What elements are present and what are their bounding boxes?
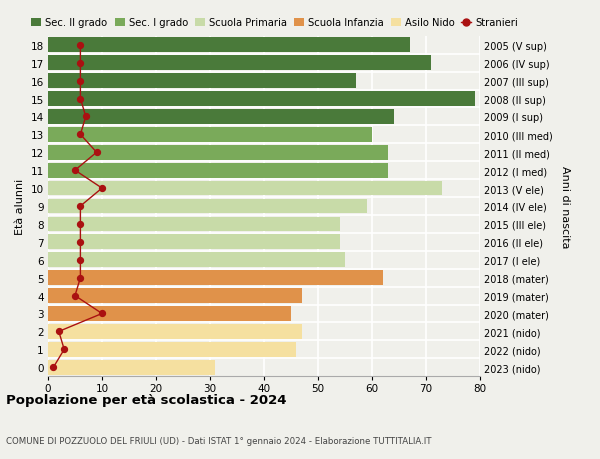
Bar (48, 39, 410, 53)
Point (76, 131, 85, 139)
Bar (48, 74, 356, 89)
Bar (48, 128, 372, 142)
Bar (48, 146, 388, 160)
Bar (48, 342, 296, 357)
Point (97, 185, 107, 192)
Bar (48, 92, 475, 106)
Point (76, 203, 85, 210)
Point (76, 42, 85, 49)
Bar (48, 110, 394, 124)
Point (49, 364, 58, 371)
Bar (48, 235, 340, 250)
Bar (48, 253, 345, 268)
Point (76, 257, 85, 264)
Bar (48, 325, 302, 339)
Point (76, 60, 85, 67)
Y-axis label: Età alunni: Età alunni (15, 179, 25, 235)
Point (76, 95, 85, 103)
Point (76, 78, 85, 85)
Point (70, 292, 80, 300)
Point (59, 346, 69, 353)
Point (92, 149, 101, 157)
Bar (48, 289, 302, 303)
Bar (48, 56, 431, 71)
Text: Popolazione per età scolastica - 2024: Popolazione per età scolastica - 2024 (6, 393, 287, 406)
Text: COMUNE DI POZZUOLO DEL FRIULI (UD) - Dati ISTAT 1° gennaio 2024 - Elaborazione T: COMUNE DI POZZUOLO DEL FRIULI (UD) - Dat… (6, 436, 431, 445)
Y-axis label: Anni di nascita: Anni di nascita (560, 165, 569, 248)
Point (81, 113, 91, 121)
Point (76, 274, 85, 282)
Bar (48, 199, 367, 214)
Legend: Sec. II grado, Sec. I grado, Scuola Primaria, Scuola Infanzia, Asilo Nido, Stran: Sec. II grado, Sec. I grado, Scuola Prim… (31, 18, 518, 28)
Bar (48, 271, 383, 285)
Point (76, 239, 85, 246)
Bar (48, 360, 215, 375)
Bar (48, 181, 442, 196)
Bar (48, 163, 388, 178)
Bar (48, 217, 340, 232)
Bar (48, 307, 291, 321)
Point (54, 328, 64, 336)
Point (70, 167, 80, 174)
Point (76, 221, 85, 228)
Point (97, 310, 107, 318)
